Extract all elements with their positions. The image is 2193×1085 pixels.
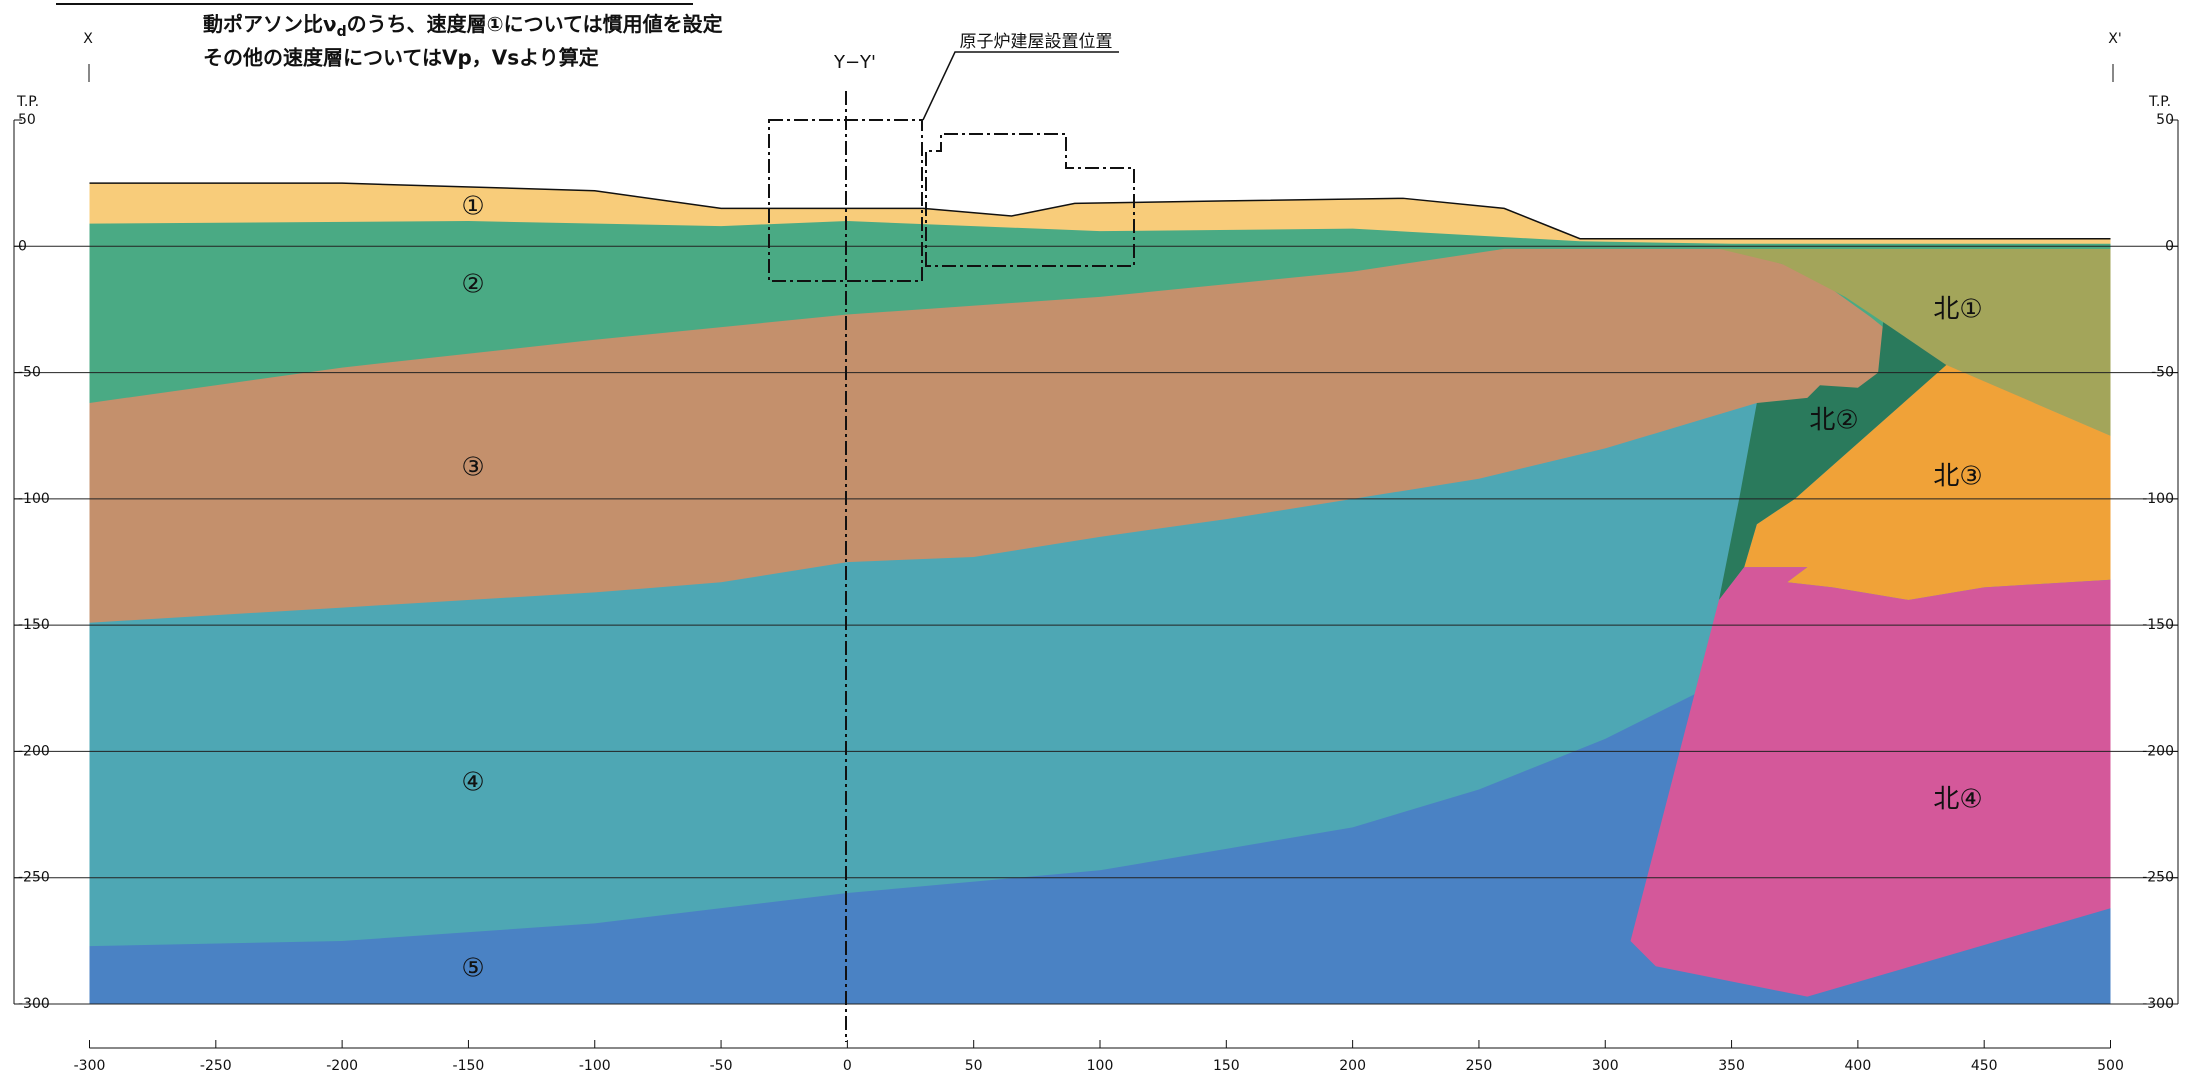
layer-label: ⑤ xyxy=(461,954,484,984)
x-tick-label: -200 xyxy=(326,1058,358,1074)
y-tick-label: -250 xyxy=(18,870,50,886)
north-1 xyxy=(1718,248,2111,436)
layer-label: ① xyxy=(461,192,484,222)
y-tick-label: -250 xyxy=(2142,870,2174,886)
layer-label: ③ xyxy=(461,453,484,483)
header-line: その他の速度層についてはVp，Vsより算定 xyxy=(203,46,599,70)
layer-5 xyxy=(89,625,2111,1005)
y-tick-label: -100 xyxy=(2142,491,2174,507)
y-tick-label: 0 xyxy=(2165,238,2174,254)
axes: T.P. T.P. 50 500 0-50 -50-100 -100-150 -150-2… xyxy=(13,94,2179,1074)
header-line: 動ポアソン比νdのうち、速度層①については慣用値を設定 xyxy=(203,12,723,41)
building-outline xyxy=(768,119,923,282)
x-tick-label: 450 xyxy=(1971,1058,1998,1074)
north-3 xyxy=(1744,365,2111,600)
layer-label: ② xyxy=(461,270,484,300)
x-tick-label: -100 xyxy=(579,1058,611,1074)
x-tick-label: 350 xyxy=(1718,1058,1745,1074)
y-tick-label: 50 xyxy=(2156,112,2174,128)
layer-label: 北③ xyxy=(1933,462,1982,492)
x-tick-label: 400 xyxy=(1845,1058,1872,1074)
x-tick-label: -300 xyxy=(74,1058,106,1074)
x-tick-label: 200 xyxy=(1339,1058,1366,1074)
y-tick-label: -150 xyxy=(18,617,50,633)
y-axis-label: T.P. xyxy=(16,94,39,110)
x-tick-label: -250 xyxy=(200,1058,232,1074)
x-tick-label: 0 xyxy=(843,1058,852,1074)
y-tick-label: -150 xyxy=(2142,617,2174,633)
y-tick-label: -50 xyxy=(2151,365,2174,381)
y-tick-label: -300 xyxy=(18,996,50,1012)
y-tick-label: 0 xyxy=(18,238,27,254)
building-outline xyxy=(925,133,1135,267)
y-tick-label: 50 xyxy=(18,112,36,128)
y-tick-label: -100 xyxy=(18,491,50,507)
north-2 xyxy=(1718,322,1947,600)
ground-surface xyxy=(90,183,2111,239)
layer-label: 北① xyxy=(1933,295,1982,325)
y-axis-label: T.P. xyxy=(2148,94,2171,110)
x-tick-label: -50 xyxy=(710,1058,733,1074)
y-tick-label: -300 xyxy=(2142,996,2174,1012)
section-end: X' xyxy=(2108,31,2121,47)
leader-line xyxy=(922,51,1119,121)
geology xyxy=(89,183,2111,1005)
north-4 xyxy=(1630,567,2111,997)
y-tick-label: -200 xyxy=(18,743,50,759)
x-tick-label: 250 xyxy=(1466,1058,1493,1074)
x-tick-label: 300 xyxy=(1592,1058,1619,1074)
layer-label: ④ xyxy=(461,768,484,798)
y-tick-label: -50 xyxy=(18,365,41,381)
section-label: Y−Y' xyxy=(833,52,876,73)
layer-label: 北② xyxy=(1809,406,1858,436)
x-tick-label: -150 xyxy=(453,1058,485,1074)
x-tick-label: 500 xyxy=(2097,1058,2124,1074)
x-tick-label: 50 xyxy=(965,1058,983,1074)
section-end: X xyxy=(83,31,93,47)
layer-label: 北④ xyxy=(1933,785,1982,815)
x-tick-label: 100 xyxy=(1087,1058,1114,1074)
y-tick-label: -200 xyxy=(2142,743,2174,759)
x-tick-label: 150 xyxy=(1213,1058,1240,1074)
building-label: 原子炉建屋設置位置 xyxy=(960,32,1113,52)
